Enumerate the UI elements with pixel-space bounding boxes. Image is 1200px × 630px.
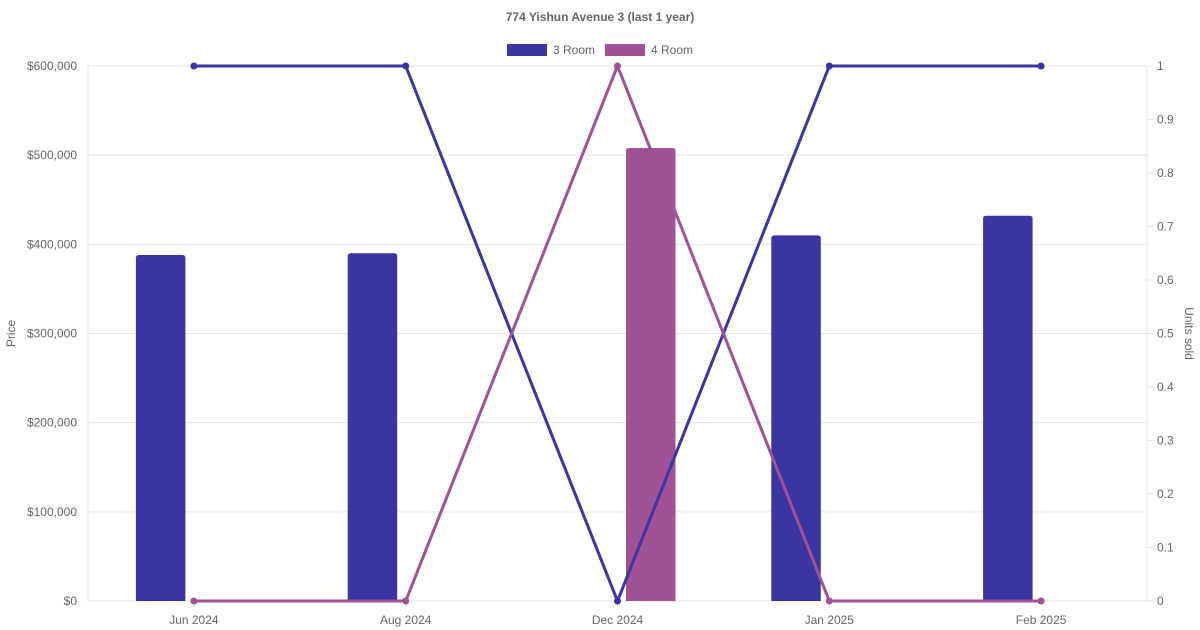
y2-tick-label: 0.4 [1157,380,1174,394]
x-tick-label: Jun 2024 [169,613,219,627]
y-tick-label: $500,000 [27,148,77,162]
y-tick-label: $600,000 [27,59,77,73]
y-tick-label: $0 [64,594,78,608]
y2-tick-label: 0.3 [1157,434,1174,448]
chart-title: 774 Yishun Avenue 3 (last 1 year) [505,10,695,24]
point-4-room [190,597,198,605]
bar-3-room [135,255,186,602]
legend-swatch-3-room [506,44,547,56]
x-tick-label: Feb 2025 [1016,613,1067,627]
legend-item-3-room[interactable]: 3 Room [506,43,595,57]
chart-legend: 3 Room 4 Room [0,43,1200,57]
x-tick-label: Jan 2025 [805,613,855,627]
bar-3-room [771,235,821,601]
bar-3-room [347,253,398,601]
y-axis-title: Price [4,320,18,348]
x-tick-label: Dec 2024 [592,613,644,627]
point-4-room [402,597,410,605]
point-3-room [190,62,198,70]
y2-axis-title: Units sold [1182,307,1196,360]
y-tick-label: $200,000 [27,416,77,430]
y2-tick-label: 0.5 [1157,327,1174,341]
y2-tick-label: 0.7 [1157,220,1174,234]
y2-tick-label: 0.2 [1157,487,1174,501]
y2-tick-label: 1 [1157,59,1164,73]
legend-swatch-4-room [605,44,645,56]
point-4-room [1037,597,1045,605]
y-tick-label: $400,000 [27,237,77,251]
point-3-room [1037,62,1045,70]
bar-3-room [983,215,1033,602]
y2-tick-label: 0.6 [1157,273,1174,287]
legend-label-3-room: 3 Room [552,43,595,57]
point-4-room [614,62,621,70]
y-tick-label: $300,000 [27,327,77,341]
point-3-room [825,62,833,70]
y2-tick-label: 0.8 [1157,166,1174,180]
legend-label-4-room: 4 Room [651,43,694,57]
x-tick-label: Aug 2024 [380,613,432,627]
point-3-room [614,597,621,605]
y2-tick-label: 0.1 [1157,541,1174,555]
y-tick-label: $100,000 [27,505,77,519]
point-3-room [402,62,410,70]
bar-4-room [626,148,676,602]
point-4-room [825,597,833,605]
legend-item-4-room[interactable]: 4 Room [605,43,693,57]
y2-tick-label: 0 [1157,594,1164,608]
y2-tick-label: 0.9 [1157,113,1174,127]
